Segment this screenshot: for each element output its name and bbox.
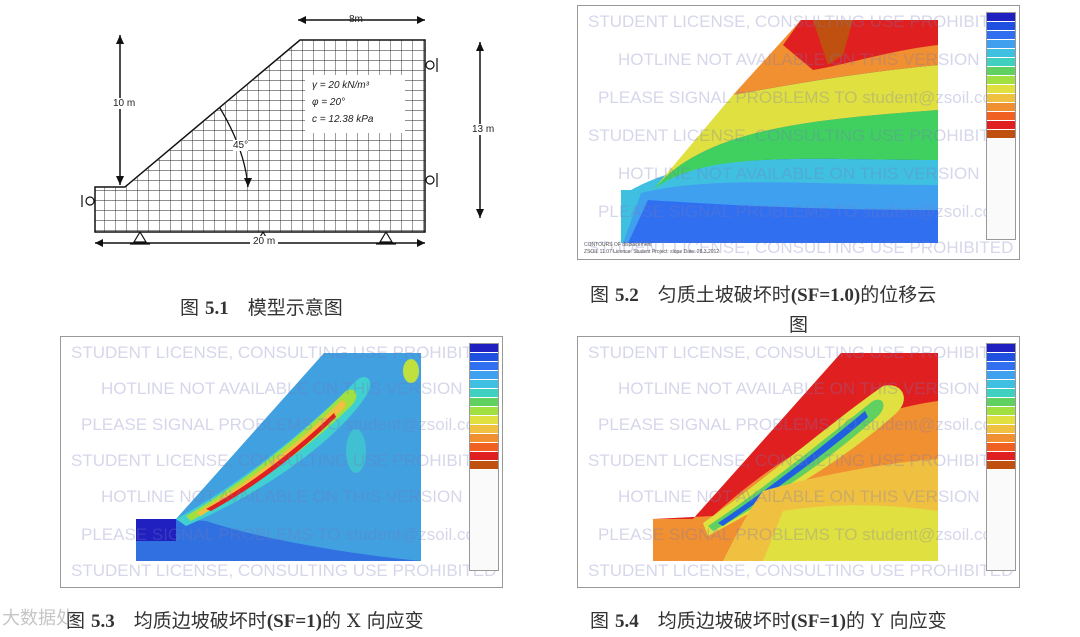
plot-5-2: STUDENT LICENSE, CONSULTING USE PROHIBIT… xyxy=(577,5,1020,260)
caption-5-2-line2: 图 xyxy=(789,314,809,336)
slope-mesh xyxy=(94,39,426,233)
legend-5-3 xyxy=(469,343,499,571)
y-strain-contour xyxy=(653,353,938,561)
watermark-logo: 大数据处 xyxy=(2,608,74,628)
dim-top: 8m xyxy=(349,14,363,25)
model-schematic xyxy=(81,16,484,247)
dim-left: 10 m xyxy=(113,98,136,109)
caption-5-3: 图 5.3 均质边坡破坏时(SF=1)的 X 向应变 xyxy=(66,610,424,632)
dim-right: 13 m xyxy=(472,124,495,135)
support-icons xyxy=(81,58,438,245)
prop-gamma: γ = 20 kN/m³ xyxy=(312,80,369,91)
dim-bottom: 20 m xyxy=(250,236,279,247)
plot-5-4: STUDENT LICENSE, CONSULTING USE PROHIBIT… xyxy=(577,336,1020,588)
prop-phi: φ = 20° xyxy=(312,97,346,108)
caption-5-4: 图 5.4 均质边坡破坏时(SF=1)的 Y 向应变 xyxy=(590,610,947,632)
plot-5-3: STUDENT LICENSE, CONSULTING USE PROHIBIT… xyxy=(60,336,503,588)
angle-label: 45° xyxy=(233,140,249,151)
caption-5-1: 图 5.1 模型示意图 xyxy=(180,297,343,319)
prop-c: c = 12.38 kPa xyxy=(312,114,374,125)
legend-5-4 xyxy=(986,343,1016,571)
x-strain-contour xyxy=(136,353,421,561)
figure-5-1: 8m 10 m 13 m 20 m 45° γ = 20 kN/m³ φ = 2… xyxy=(60,0,520,330)
displacement-contour xyxy=(621,20,938,243)
caption-5-2: 图 5.2 匀质土坡破坏时(SF=1.0)的位移云 xyxy=(590,284,937,306)
legend-5-2 xyxy=(986,12,1016,240)
